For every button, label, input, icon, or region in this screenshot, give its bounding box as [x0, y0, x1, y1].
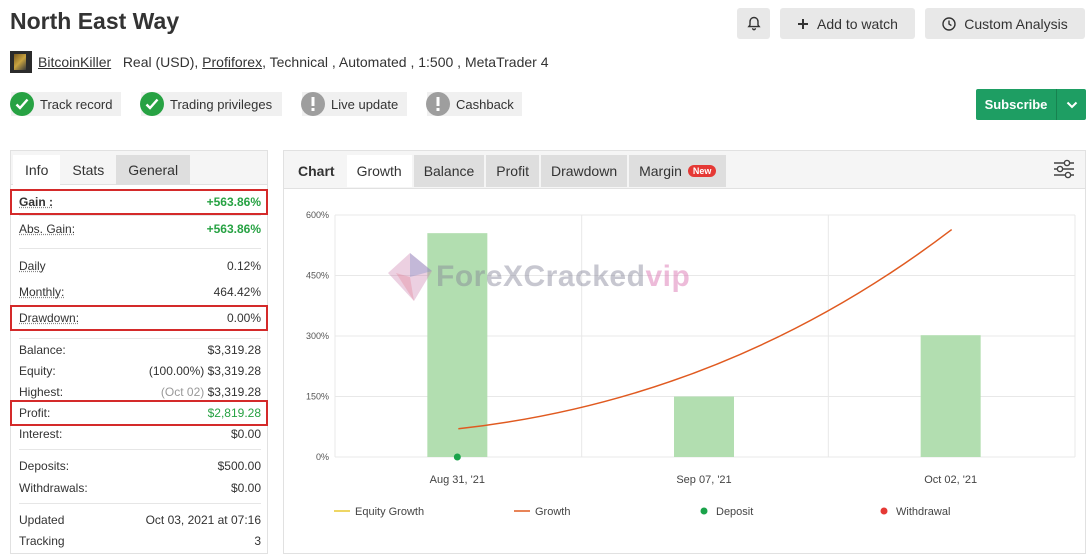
- legend-swatch: [880, 507, 888, 515]
- page-title: North East Way: [10, 8, 180, 34]
- stat-interest: Interest: $0.00: [19, 427, 261, 441]
- stat-balance: Balance: $3,319.28: [19, 343, 261, 357]
- check-icon: [140, 92, 164, 116]
- chart-heading: Chart: [298, 163, 335, 179]
- x-tick-label: Oct 02, '21: [924, 474, 977, 486]
- chart-tabs: Chart Growth Balance Profit Drawdown Mar…: [284, 151, 1085, 189]
- cashback-badge[interactable]: Cashback: [426, 92, 522, 116]
- user-link[interactable]: BitcoinKiller: [38, 54, 112, 70]
- legend-label: Deposit: [716, 506, 753, 518]
- tab-general[interactable]: General: [116, 155, 191, 185]
- stat-profit: Profit: $2,819.28: [19, 406, 261, 420]
- y-tick-label: 300%: [306, 331, 329, 341]
- live-update-badge[interactable]: Live update: [301, 92, 407, 116]
- stats-panel: Info Stats General Gain : +563.86% Abs. …: [10, 150, 268, 554]
- y-tick-label: 150%: [306, 392, 329, 402]
- bar: [674, 396, 734, 457]
- tab-balance[interactable]: Balance: [413, 155, 485, 187]
- custom-analysis-label: Custom Analysis: [964, 15, 1068, 32]
- highlight-box-gain: [10, 189, 268, 215]
- new-badge: New: [687, 165, 717, 177]
- stat-deposits: Deposits: $500.00: [19, 459, 261, 473]
- bar: [427, 233, 488, 457]
- x-tick-label: Aug 31, '21: [430, 474, 485, 486]
- y-tick-label: 600%: [306, 210, 329, 220]
- stat-monthly: Monthly: 464.42%: [19, 285, 261, 299]
- growth-chart: 0% 150% 300% 450% 600% Aug 31, '21 Sep 07, '21…: [306, 210, 1076, 518]
- bell-icon: [746, 16, 761, 31]
- exclamation-icon: [301, 92, 325, 116]
- chart-panel: Chart Growth Balance Profit Drawdown Mar…: [283, 150, 1086, 554]
- exclamation-icon: [426, 92, 450, 116]
- growth-line: [458, 228, 953, 430]
- chevron-down-icon[interactable]: [1056, 89, 1086, 120]
- watermark: ForeXCrackedvip: [384, 251, 690, 303]
- clock-icon: [942, 16, 956, 31]
- stat-gain: Gain : +563.86%: [19, 195, 261, 209]
- stat-abs-gain: Abs. Gain: +563.86%: [19, 222, 261, 236]
- tab-margin[interactable]: Margin New: [629, 155, 727, 187]
- avatar[interactable]: [10, 51, 32, 73]
- legend-label: Withdrawal: [896, 506, 950, 518]
- bar: [920, 335, 981, 457]
- tab-stats[interactable]: Stats: [72, 162, 105, 178]
- tab-info[interactable]: Info: [13, 155, 61, 185]
- check-icon: [10, 92, 34, 116]
- legend-swatch: [700, 507, 708, 515]
- plus-icon: [797, 18, 809, 30]
- y-tick-label: 450%: [306, 271, 329, 281]
- sliders-icon[interactable]: [1053, 159, 1075, 184]
- highlight-box-profit: [10, 400, 268, 426]
- stat-highest: Highest: (Oct 02) $3,319.28: [19, 385, 261, 399]
- meta-details: , Technical , Automated , 1:500 , MetaTr…: [262, 54, 549, 70]
- x-tick-label: Sep 07, '21: [676, 474, 731, 486]
- system-meta: BitcoinKiller Real (USD), Profiforex , T…: [10, 51, 548, 73]
- stat-tracking: Tracking 3: [19, 534, 261, 548]
- stats-tabs: Info Stats General: [11, 151, 267, 185]
- stat-drawdown: Drawdown: 0.00%: [19, 311, 261, 325]
- tab-growth[interactable]: Growth: [346, 155, 412, 187]
- deposit-point: [453, 453, 461, 461]
- stat-withdrawals: Withdrawals: $0.00: [19, 481, 261, 495]
- track-record-badge[interactable]: Track record: [10, 92, 121, 116]
- subscribe-label: Subscribe: [984, 97, 1048, 112]
- add-to-watch-button[interactable]: Add to watch: [780, 8, 915, 39]
- subscribe-button[interactable]: Subscribe: [976, 89, 1086, 120]
- highlight-box-drawdown: [10, 305, 268, 331]
- stat-updated: Updated Oct 03, 2021 at 07:16: [19, 513, 261, 527]
- broker-link[interactable]: Profiforex: [202, 54, 263, 70]
- stat-equity: Equity: (100.00%) $3,319.28: [19, 364, 261, 378]
- notify-button[interactable]: [737, 8, 770, 39]
- legend-label: Growth: [535, 506, 570, 518]
- stat-daily: Daily 0.12%: [19, 259, 261, 273]
- custom-analysis-button[interactable]: Custom Analysis: [925, 8, 1085, 39]
- account-type: Real (USD),: [122, 54, 199, 70]
- tab-drawdown[interactable]: Drawdown: [540, 155, 628, 187]
- y-tick-label: 0%: [316, 452, 329, 462]
- watermark-logo-icon: [388, 253, 432, 301]
- tab-profit[interactable]: Profit: [486, 155, 539, 187]
- add-to-watch-label: Add to watch: [817, 15, 898, 32]
- legend-label: Equity Growth: [355, 506, 424, 518]
- trading-privileges-badge[interactable]: Trading privileges: [140, 92, 282, 116]
